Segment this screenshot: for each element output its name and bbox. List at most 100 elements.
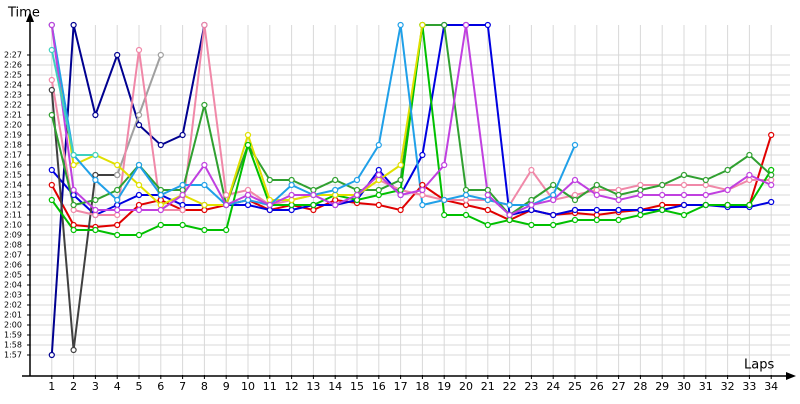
data-point: [768, 198, 775, 206]
data-point: [484, 196, 491, 204]
data-point: [528, 166, 535, 174]
data-point: [746, 171, 753, 179]
data-point: [746, 151, 753, 159]
data-point: [615, 191, 622, 199]
data-point: [702, 191, 709, 199]
data-point: [419, 201, 426, 209]
x-tick-label: 10: [241, 380, 255, 393]
data-point: [506, 216, 513, 224]
data-point: [332, 176, 339, 184]
data-point: [114, 231, 121, 239]
data-point: [441, 196, 448, 204]
data-point: [768, 166, 775, 174]
data-point: [201, 21, 208, 29]
data-point: [484, 221, 491, 229]
data-point: [441, 211, 448, 219]
data-point: [615, 216, 622, 224]
data-point: [637, 181, 644, 189]
data-point: [92, 171, 99, 179]
data-point: [615, 196, 622, 204]
data-point: [462, 201, 470, 209]
x-tick-label: 19: [437, 380, 451, 393]
data-point: [484, 191, 491, 199]
data-point: [288, 201, 295, 209]
data-point: [506, 211, 513, 219]
data-point: [244, 196, 252, 204]
data-point: [157, 51, 164, 59]
data-point: [135, 121, 143, 129]
data-point: [571, 191, 579, 199]
data-point: [768, 181, 775, 189]
data-point: [114, 171, 121, 179]
x-tick-label: 20: [459, 380, 473, 393]
data-point: [724, 186, 731, 194]
data-point: [571, 216, 579, 224]
y-tick-label: 2:15: [4, 171, 22, 180]
data-point: [724, 201, 731, 209]
x-tick-label: 4: [114, 380, 121, 393]
y-tick-label: 2:01: [4, 311, 22, 320]
y-tick-label: 2:18: [4, 141, 22, 150]
data-point: [593, 206, 600, 214]
data-point: [550, 191, 557, 199]
data-point: [353, 186, 361, 194]
x-tick-label: 2: [70, 380, 77, 393]
data-point: [375, 166, 382, 174]
data-point: [419, 191, 426, 199]
y-tick-label: 2:16: [4, 161, 22, 170]
y-tick-label: 2:24: [4, 81, 22, 90]
x-axis-arrow: [786, 372, 796, 380]
data-point: [571, 141, 579, 149]
data-point: [114, 161, 121, 169]
data-point: [528, 196, 535, 204]
data-point: [114, 206, 121, 214]
data-point: [92, 211, 99, 219]
y-tick-label: 2:11: [4, 211, 22, 220]
data-point: [506, 201, 513, 209]
data-point: [179, 186, 186, 194]
x-tick-label: 21: [481, 380, 495, 393]
data-point: [266, 196, 273, 204]
x-tick-label: 14: [328, 380, 342, 393]
y-tick-label: 2:26: [4, 61, 22, 70]
x-tick-label: 24: [546, 380, 560, 393]
data-point: [332, 186, 339, 194]
data-point: [48, 86, 55, 94]
data-point: [746, 201, 753, 209]
data-point: [244, 186, 252, 194]
data-point: [462, 196, 470, 204]
data-point: [114, 201, 121, 209]
data-point: [550, 211, 557, 219]
data-point: [266, 206, 273, 214]
data-point: [332, 191, 339, 199]
y-tick-label: 2:05: [4, 271, 22, 280]
series-line: [50, 24, 772, 217]
data-point: [179, 201, 186, 209]
data-point: [179, 221, 186, 229]
x-tick-label: 27: [612, 380, 626, 393]
data-point: [375, 191, 382, 199]
data-point: [135, 161, 143, 169]
data-point: [135, 181, 143, 189]
data-point: [114, 221, 121, 229]
y-tick-label: 2:14: [4, 181, 22, 190]
y-tick-label: 2:09: [4, 231, 22, 240]
data-point: [702, 181, 709, 189]
data-point: [680, 211, 688, 219]
x-tick-label: 26: [590, 380, 604, 393]
data-point: [593, 211, 600, 219]
data-point: [637, 211, 644, 219]
data-point: [484, 206, 491, 214]
data-point: [768, 176, 775, 184]
data-point: [70, 151, 77, 159]
y-tick-label: 2:27: [4, 51, 22, 60]
series-line: [50, 89, 118, 351]
data-point: [135, 46, 143, 54]
data-point: [397, 206, 404, 214]
data-point: [637, 206, 644, 214]
data-point: [70, 201, 77, 209]
data-point: [332, 196, 339, 204]
data-point: [92, 176, 99, 184]
series-line: [50, 134, 773, 229]
x-tick-label: 30: [677, 380, 691, 393]
